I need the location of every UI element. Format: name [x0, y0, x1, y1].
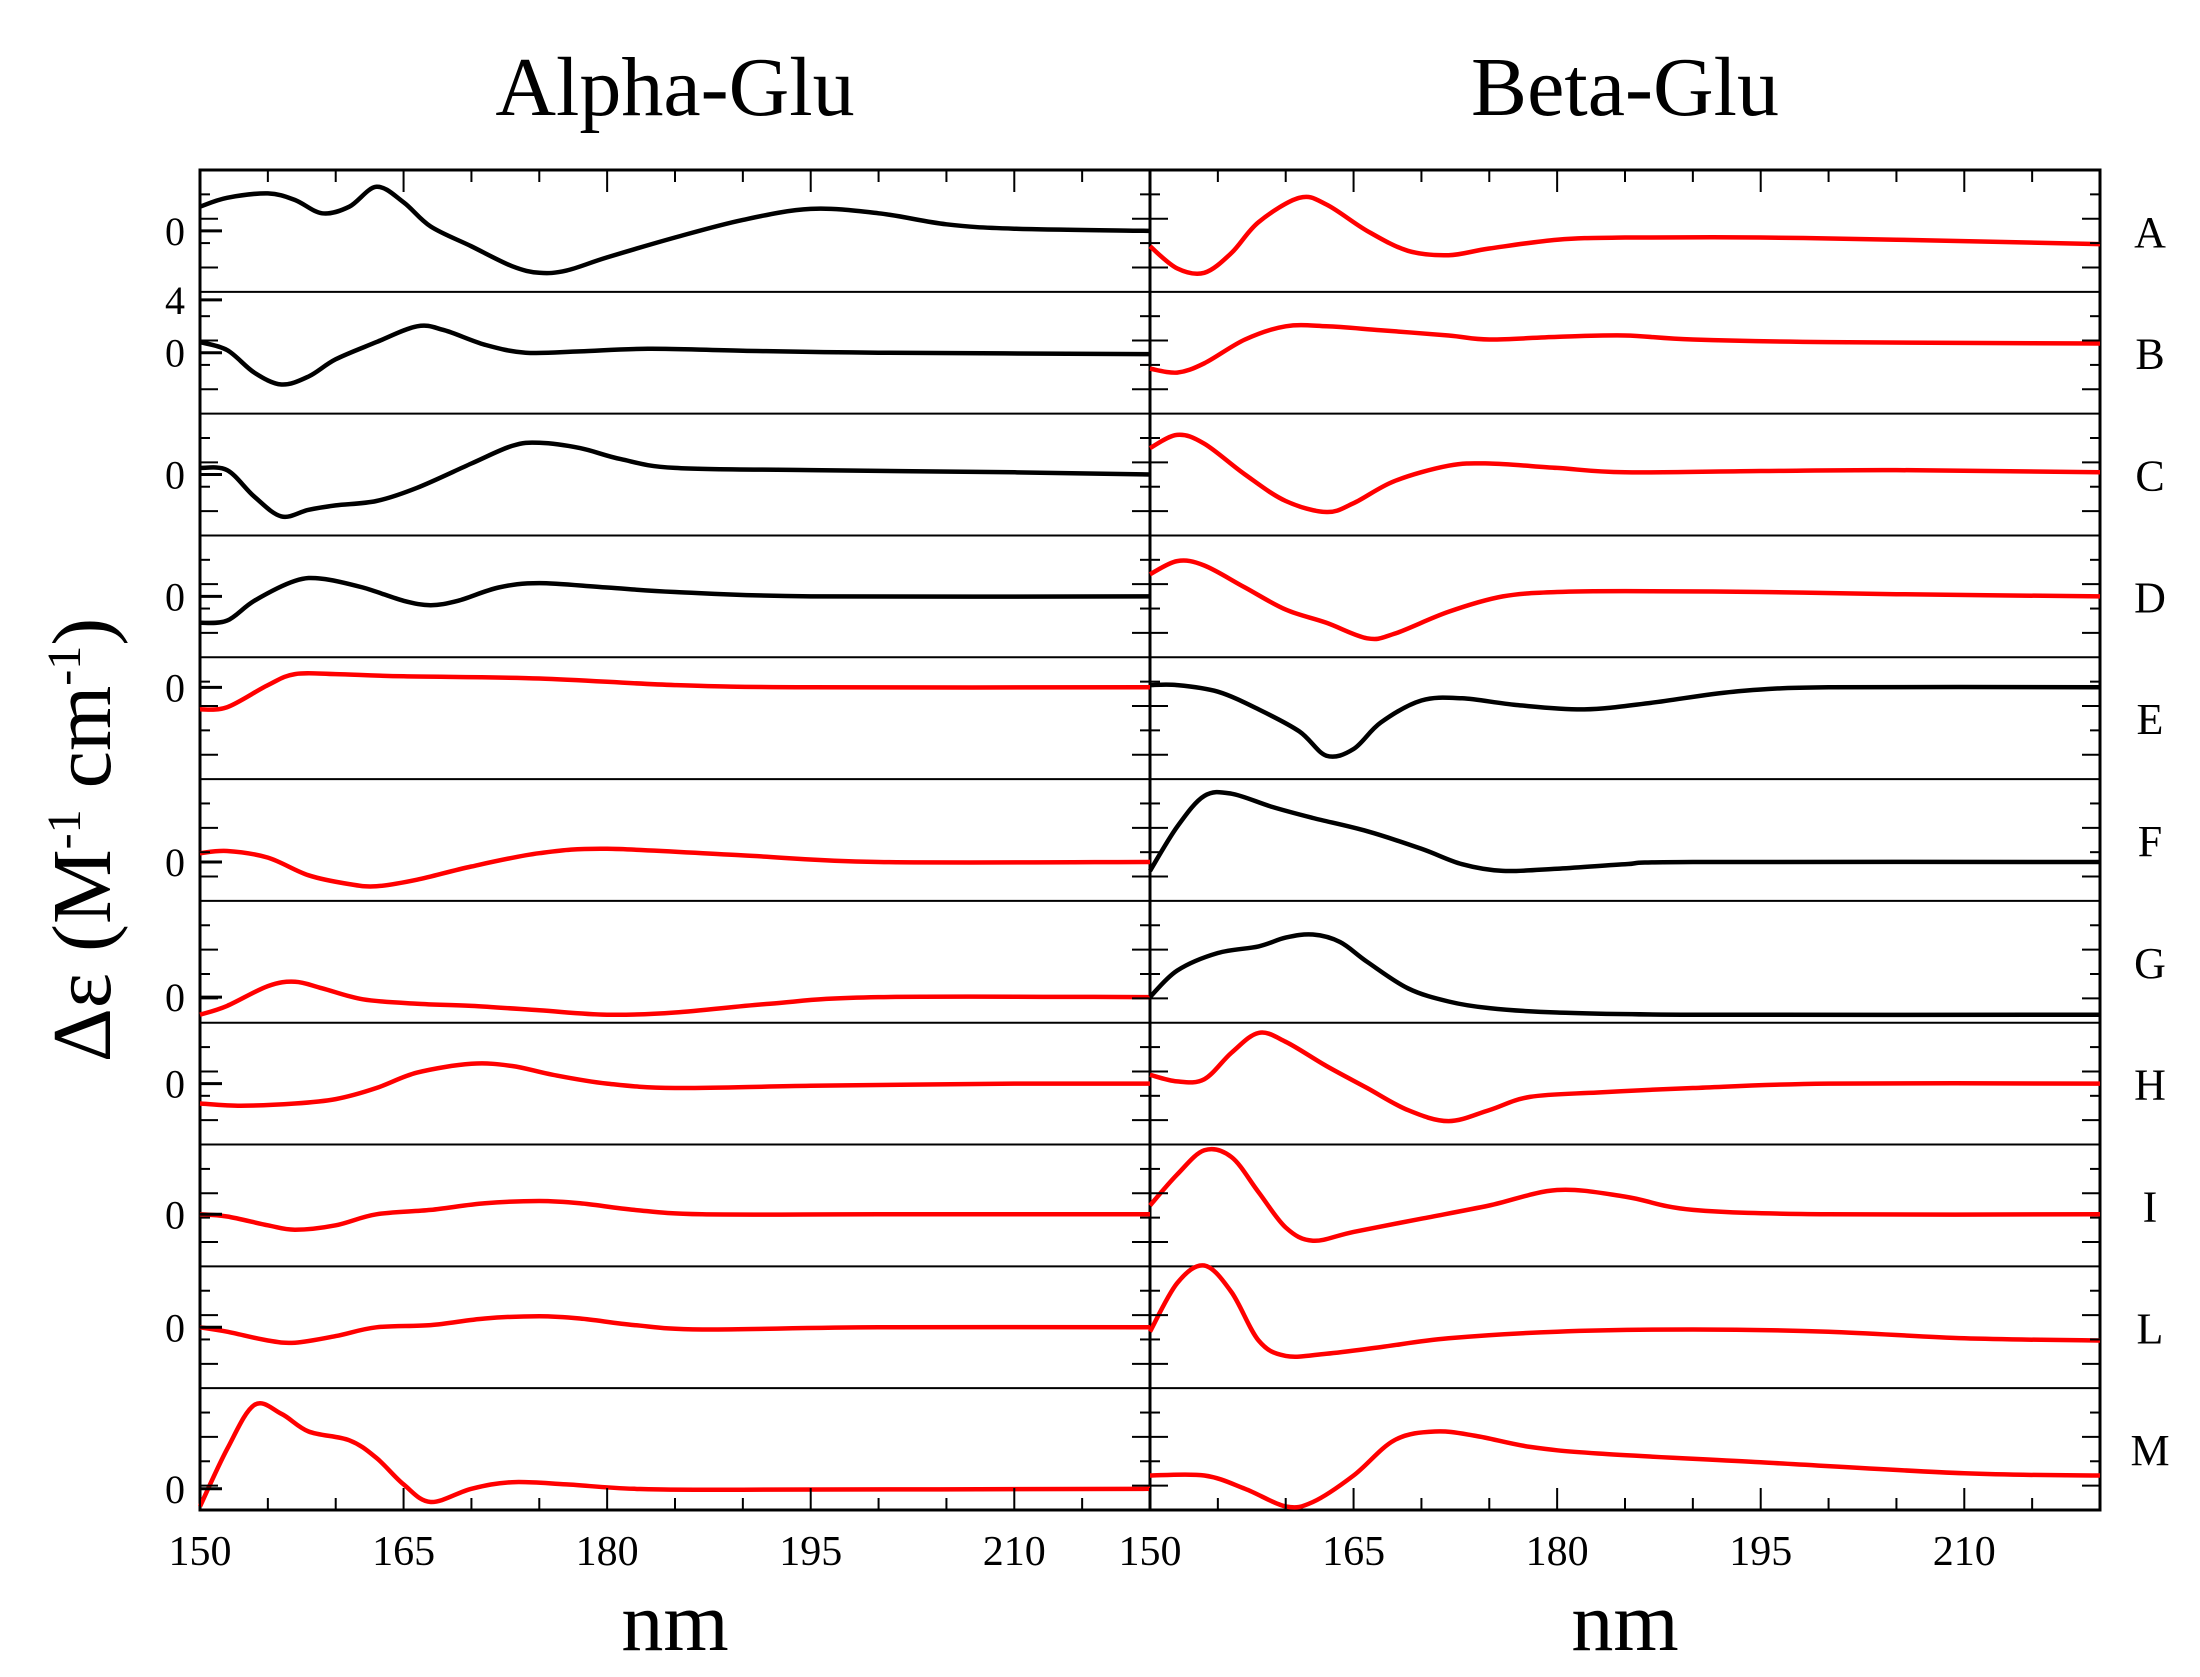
x-tick-label: 180 [1526, 1529, 1589, 1575]
row-label-E: E [2137, 695, 2164, 744]
series-I-right [1148, 1146, 2101, 1243]
panel-frames [198, 168, 2102, 1512]
y-tick-label: 0 [165, 574, 185, 619]
series-C-right [1148, 432, 2101, 515]
panel-title-left: Alpha-Glu [495, 41, 854, 134]
series-G-right [1148, 932, 2101, 1018]
y-tick-label: 0 [165, 209, 185, 254]
row-label-A: A [2134, 208, 2166, 257]
series-I-left [199, 1198, 1150, 1232]
series-H-left [199, 1061, 1151, 1108]
y-tick-label: 0 [165, 1467, 185, 1512]
x-tick-label: 150 [1119, 1529, 1182, 1575]
series-F-right [1148, 789, 2101, 874]
y-tick-label: 0 [165, 1192, 185, 1237]
panel-title-right: Beta-Glu [1471, 41, 1779, 134]
series-E-right [1149, 682, 2101, 759]
series-H-right [1149, 1030, 2101, 1124]
x-tick-label: 150 [169, 1529, 232, 1575]
series-M-left [197, 1401, 1151, 1508]
row-label-I: I [2143, 1182, 2158, 1231]
series-L-left [199, 1313, 1151, 1346]
panel-frame-right [1148, 168, 2102, 1512]
row-label-H: H [2134, 1061, 2166, 1110]
ticks [199, 170, 2101, 1510]
series-C-left [199, 440, 1151, 520]
curves [197, 184, 2101, 1510]
x-tick-label: 180 [576, 1529, 639, 1575]
series-D-left [199, 575, 1151, 626]
y-tick-label: 0 [165, 1305, 185, 1350]
series-M-right [1149, 1429, 2101, 1510]
series-F-left [199, 846, 1151, 889]
y-tick-label: 0 [165, 975, 185, 1020]
y-axis-label: Δε (M-1 cm-1) [36, 618, 129, 1063]
row-label-L: L [2137, 1304, 2164, 1353]
series-G-left [199, 979, 1151, 1018]
x-tick-label: 165 [372, 1529, 435, 1575]
row-label-M: M [2130, 1426, 2169, 1475]
series-E-left [199, 670, 1151, 712]
x-tick-label: 210 [983, 1529, 1046, 1575]
y-tick-label: 0 [165, 665, 185, 710]
row-label-C: C [2135, 452, 2164, 501]
y-tick-label: 0 [165, 331, 185, 376]
series-B-right [1149, 322, 2101, 375]
series-L-right [1148, 1263, 2101, 1359]
x-tick-label: 165 [1322, 1529, 1385, 1575]
x-tick-label: 195 [779, 1529, 842, 1575]
series-A-right [1148, 194, 2101, 277]
series-A-left [199, 184, 1151, 276]
panel-frame-left [198, 168, 1152, 1512]
y-tick-label: 0 [165, 840, 185, 885]
row-label-B: B [2135, 330, 2164, 379]
x-axis-label-left: nm [621, 1576, 728, 1669]
row-label-F: F [2138, 817, 2162, 866]
labels: A 0 B 4 0 C 0 D 0 E 0 F 0 G 0 H 0 I 0 L 0 M 0 150 165 180 195 210 Al… [36, 41, 2170, 1669]
row-label-D: D [2134, 573, 2166, 622]
y-tick-label: 0 [165, 1062, 185, 1107]
series-B-left [199, 323, 1151, 387]
row-label-G: G [2134, 939, 2166, 988]
x-axis-label-right: nm [1571, 1576, 1678, 1669]
x-tick-label: 195 [1729, 1529, 1792, 1575]
x-tick-label: 210 [1933, 1529, 1996, 1575]
y-tick-label: 4 [165, 278, 185, 323]
series-D-right [1148, 558, 2101, 642]
y-tick-label: 0 [165, 453, 185, 498]
